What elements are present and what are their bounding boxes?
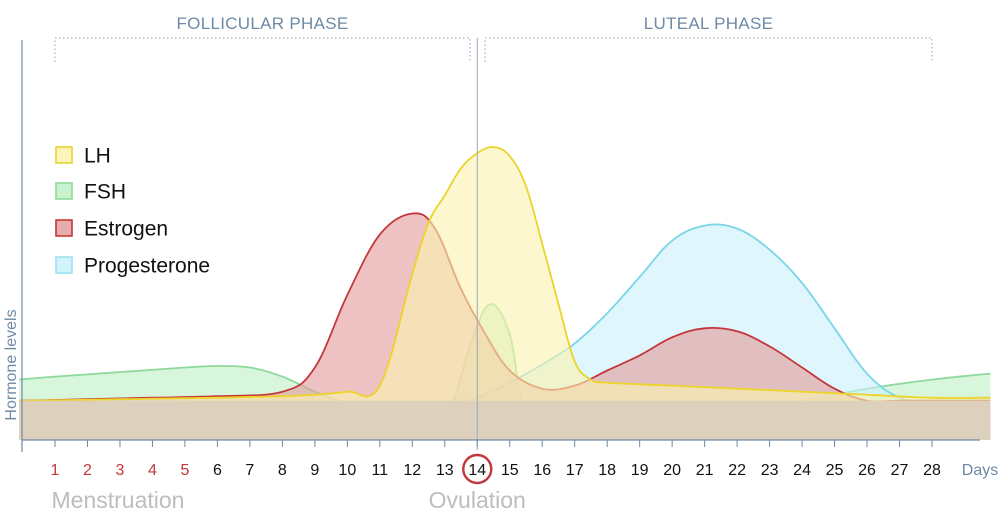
lh-line <box>19 146 991 402</box>
legend-label-progesterone: Progesterone <box>84 255 210 278</box>
x-tick-label: 5 <box>180 462 189 479</box>
hormone-areas <box>19 146 991 440</box>
x-tick-label: 14 <box>468 462 486 479</box>
x-tick-label: 15 <box>501 462 519 479</box>
x-tick-label: 1 <box>51 462 60 479</box>
x-axis-label: Days <box>962 462 998 479</box>
luteal-phase-label: LUTEAL PHASE <box>644 14 774 33</box>
legend-label-lh: LH <box>84 145 111 168</box>
legend-label-estrogen: Estrogen <box>84 218 168 241</box>
follicular-phase-bracket <box>54 37 471 62</box>
x-tick-label: 6 <box>213 462 222 479</box>
x-tick-label: 20 <box>663 462 681 479</box>
x-tick-label: 10 <box>338 462 356 479</box>
x-tick-label: 13 <box>436 462 454 479</box>
x-tick-label: 2 <box>83 462 92 479</box>
legend-swatch-lh <box>55 146 73 164</box>
x-tick-label: 17 <box>566 462 584 479</box>
legend-label-fsh: FSH <box>84 181 126 204</box>
luteal-phase-bracket <box>484 37 933 62</box>
x-tick-label: 3 <box>116 462 125 479</box>
x-tick-label: 18 <box>598 462 616 479</box>
chart-legend: LH FSH Estrogen Progesterone <box>55 145 210 278</box>
x-tick-label: 16 <box>533 462 551 479</box>
x-tick-label: 25 <box>826 462 844 479</box>
x-tick-label: 19 <box>631 462 649 479</box>
y-axis-label: Hormone levels <box>3 309 20 420</box>
phase-brackets: FOLLICULAR PHASE LUTEAL PHASE <box>54 14 933 450</box>
ovulation-day-circle <box>462 453 493 485</box>
legend-swatch-progesterone <box>55 256 73 274</box>
lh-area <box>19 147 991 440</box>
legend-swatch-estrogen <box>55 219 73 237</box>
follicular-phase-label: FOLLICULAR PHASE <box>176 14 348 33</box>
x-tick-label: 24 <box>793 462 811 479</box>
x-tick-label: 21 <box>696 462 714 479</box>
menstruation-label: Menstruation <box>52 487 185 513</box>
x-tick-label: 8 <box>278 462 287 479</box>
bottom-labels: Menstruation Ovulation <box>52 487 526 513</box>
x-tick-label: 28 <box>923 462 941 479</box>
estrogen-area <box>19 213 991 440</box>
legend-swatch-fsh <box>55 182 73 200</box>
x-tick-label: 26 <box>858 462 876 479</box>
x-tick-label: 12 <box>403 462 421 479</box>
x-tick-label: 4 <box>148 462 157 479</box>
x-tick-label: 7 <box>245 462 254 479</box>
baseline-area <box>19 400 991 440</box>
x-tick-label: 23 <box>761 462 779 479</box>
x-tick-label: 9 <box>310 462 319 479</box>
x-tick-label: 27 <box>891 462 909 479</box>
ovulation-label: Ovulation <box>429 487 526 513</box>
x-tick-label: 11 <box>372 462 389 479</box>
x-tick-label: 22 <box>728 462 746 479</box>
